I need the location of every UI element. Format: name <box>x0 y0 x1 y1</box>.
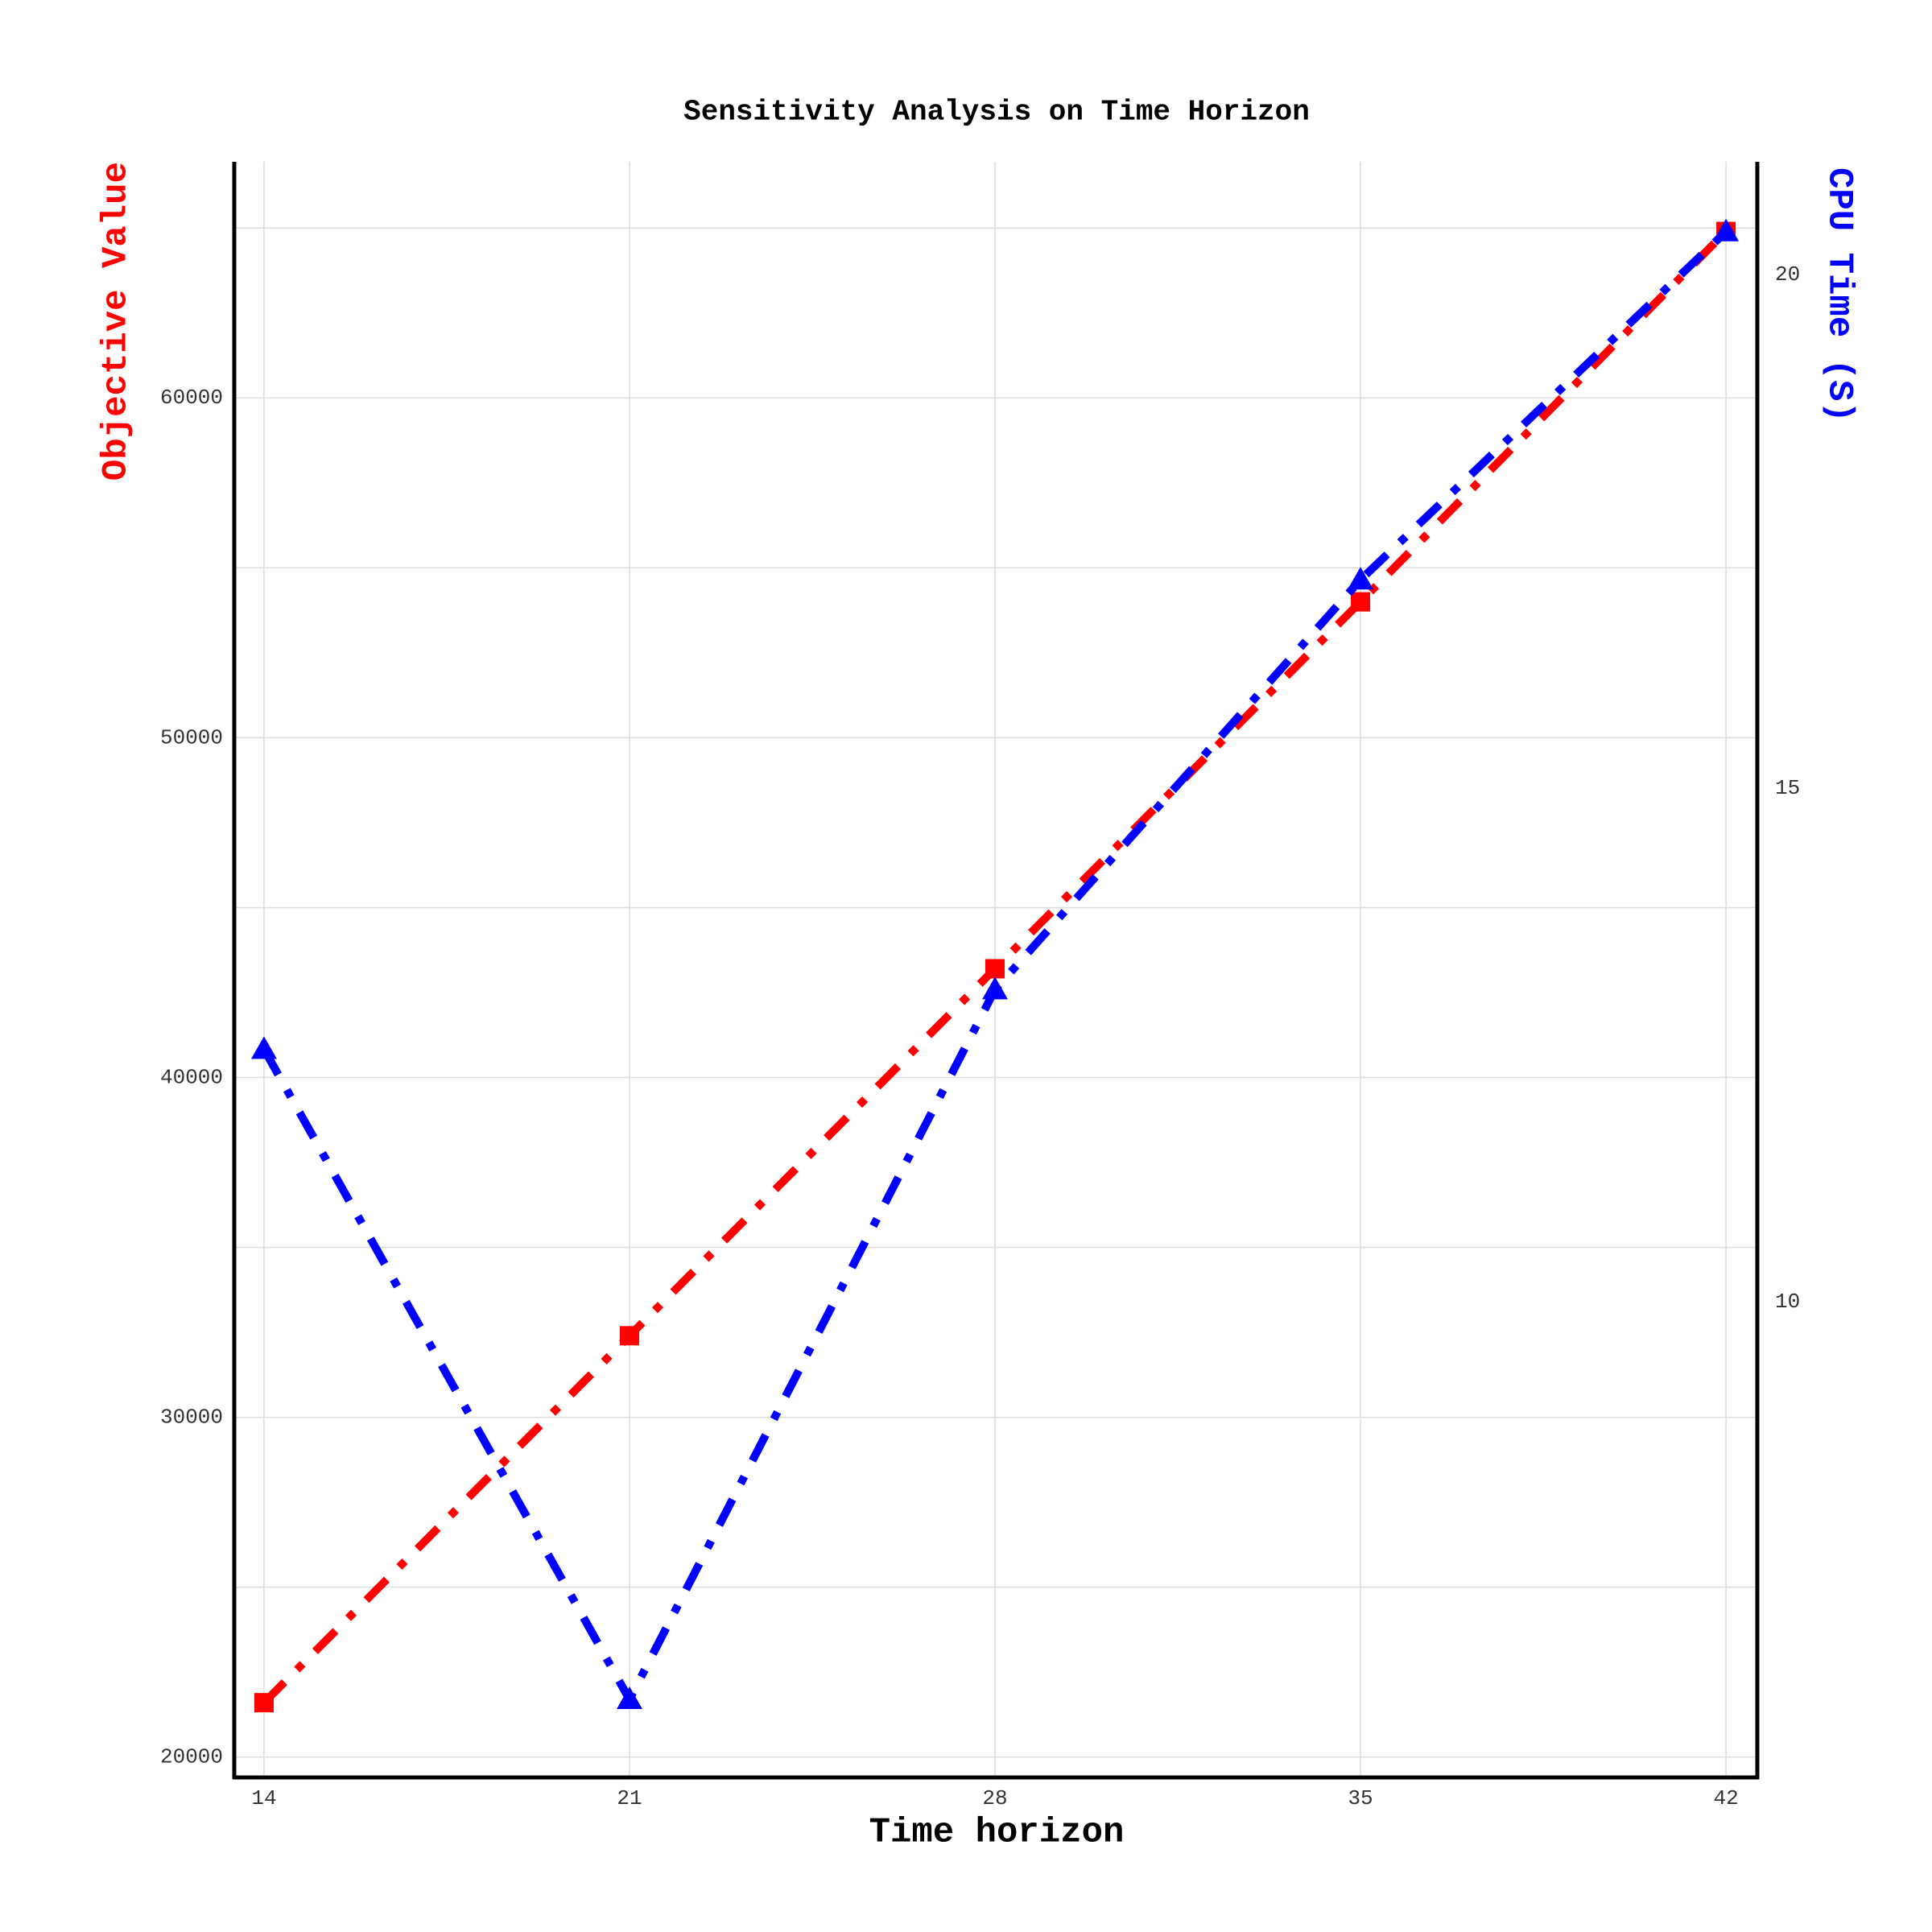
marker <box>1351 592 1371 612</box>
y-tick-label: 60000 <box>160 386 223 410</box>
y-tick-label: 20000 <box>160 1745 223 1769</box>
y-tick-label: 40000 <box>160 1065 223 1089</box>
marker <box>619 1326 639 1346</box>
marker <box>616 1686 642 1710</box>
y2-tick-label: 20 <box>1775 262 1800 287</box>
marker <box>250 1036 277 1059</box>
y2-tick-label: 10 <box>1775 1290 1800 1314</box>
marker <box>1713 218 1740 242</box>
x-tick-label: 42 <box>1713 1786 1738 1810</box>
chart-title: Sensitivity Analysis on Time Horizon <box>683 96 1310 129</box>
marker <box>254 1693 274 1713</box>
y-tick-label: 50000 <box>160 725 223 749</box>
y2-axis-title: CPU Time (S) <box>1818 167 1859 423</box>
x-tick-label: 14 <box>251 1786 276 1810</box>
marker <box>1348 567 1374 590</box>
y-tick-label: 30000 <box>160 1405 223 1429</box>
x-tick-label: 35 <box>1348 1786 1373 1810</box>
x-tick-label: 21 <box>617 1786 642 1810</box>
marker <box>982 976 1009 1000</box>
x-axis-title: Time horizon <box>869 1813 1125 1853</box>
y2-tick-label: 15 <box>1775 776 1800 800</box>
marker <box>985 959 1005 979</box>
x-tick-label: 28 <box>982 1786 1007 1810</box>
y-axis-title: Objective Value <box>97 162 137 481</box>
